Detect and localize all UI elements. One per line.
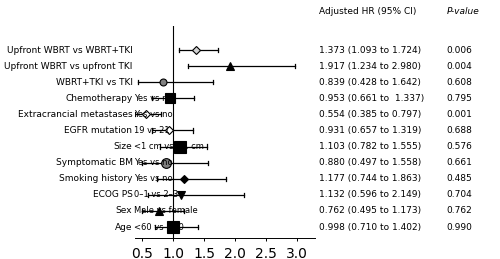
Text: 0.485: 0.485 — [446, 174, 472, 183]
Text: 0.931 (0.657 to 1.319): 0.931 (0.657 to 1.319) — [319, 126, 422, 135]
Text: 0.795: 0.795 — [446, 94, 472, 103]
Text: Male vs female: Male vs female — [134, 206, 198, 215]
Text: 0.576: 0.576 — [446, 142, 472, 151]
Text: Age: Age — [115, 222, 132, 232]
Text: 0.006: 0.006 — [446, 46, 472, 55]
Text: Yes vs no: Yes vs no — [134, 110, 172, 119]
Text: Yes vs no: Yes vs no — [134, 174, 172, 183]
Text: Smoking history: Smoking history — [59, 174, 132, 183]
Text: 0.762: 0.762 — [446, 206, 472, 215]
Text: <60 vs >60: <60 vs >60 — [134, 222, 184, 232]
Text: Adjusted HR (95% CI): Adjusted HR (95% CI) — [319, 7, 416, 16]
Text: 0–1 vs 2–3: 0–1 vs 2–3 — [134, 190, 178, 199]
Text: 0.608: 0.608 — [446, 78, 472, 87]
Text: 1.373 (1.093 to 1.724): 1.373 (1.093 to 1.724) — [319, 46, 421, 55]
Text: 1.177 (0.744 to 1.863): 1.177 (0.744 to 1.863) — [319, 174, 421, 183]
Text: 0.953 (0.661 to  1.337): 0.953 (0.661 to 1.337) — [319, 94, 424, 103]
Text: 0.661: 0.661 — [446, 158, 472, 167]
Text: Extracrancial metastases: Extracrancial metastases — [18, 110, 132, 119]
Text: 0.762 (0.495 to 1.173): 0.762 (0.495 to 1.173) — [319, 206, 421, 215]
Text: ECOG PS: ECOG PS — [92, 190, 132, 199]
Text: Upfront WBRT vs WBRT+TKI: Upfront WBRT vs WBRT+TKI — [6, 46, 132, 55]
Text: 0.554 (0.385 to 0.797): 0.554 (0.385 to 0.797) — [319, 110, 421, 119]
Text: 0.880 (0.497 to 1.558): 0.880 (0.497 to 1.558) — [319, 158, 421, 167]
Text: <1 cm vs >1 cm: <1 cm vs >1 cm — [134, 142, 204, 151]
Text: EGFR mutation: EGFR mutation — [64, 126, 132, 135]
Text: 0.001: 0.001 — [446, 110, 472, 119]
Text: Upfront WBRT vs upfront TKI: Upfront WBRT vs upfront TKI — [4, 62, 132, 71]
Text: Chemotherapy: Chemotherapy — [65, 94, 132, 103]
Text: WBRT+TKI vs TKI: WBRT+TKI vs TKI — [56, 78, 132, 87]
Text: 0.998 (0.710 to 1.402): 0.998 (0.710 to 1.402) — [319, 222, 421, 232]
Text: 0.704: 0.704 — [446, 190, 472, 199]
Text: 19 vs 21: 19 vs 21 — [134, 126, 170, 135]
Text: 0.688: 0.688 — [446, 126, 472, 135]
Text: 1.103 (0.782 to 1.555): 1.103 (0.782 to 1.555) — [319, 142, 421, 151]
Text: P-value: P-value — [446, 7, 479, 16]
Text: 0.990: 0.990 — [446, 222, 472, 232]
Text: 0.004: 0.004 — [446, 62, 472, 71]
Text: Yes vs no: Yes vs no — [134, 158, 172, 167]
Text: 1.132 (0.596 to 2.149): 1.132 (0.596 to 2.149) — [319, 190, 421, 199]
Text: Size: Size — [114, 142, 132, 151]
Text: Symptomatic BM: Symptomatic BM — [56, 158, 132, 167]
Text: 1.917 (1.234 to 2.980): 1.917 (1.234 to 2.980) — [319, 62, 421, 71]
Text: 0.839 (0.428 to 1.642): 0.839 (0.428 to 1.642) — [319, 78, 421, 87]
Text: Yes vs no: Yes vs no — [134, 94, 172, 103]
Text: Sex: Sex — [116, 206, 132, 215]
